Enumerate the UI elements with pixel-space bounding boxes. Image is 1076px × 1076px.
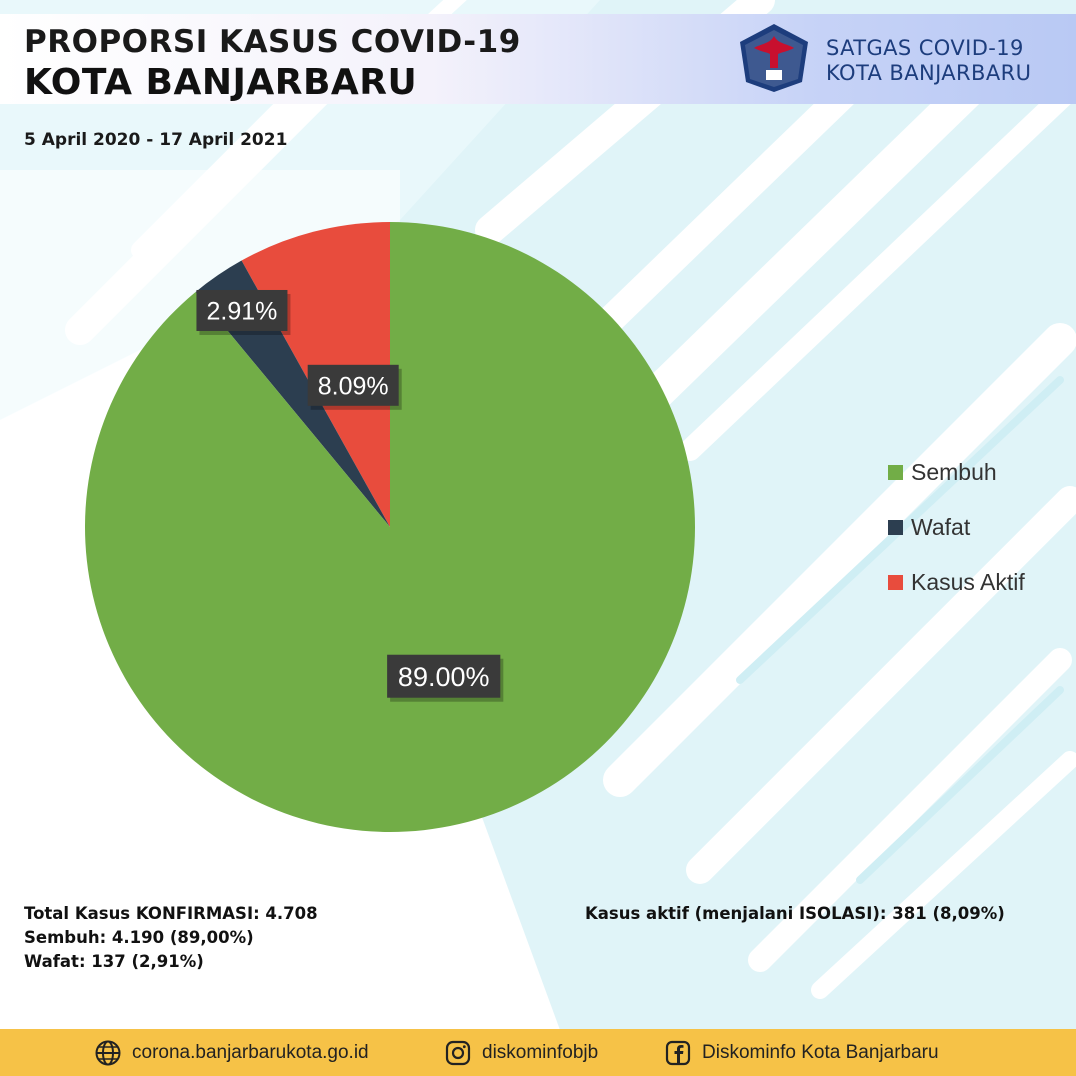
data-label-text: 8.09% — [318, 372, 389, 400]
legend-item-wafat: Wafat — [888, 513, 1025, 541]
website-link[interactable]: corona.banjarbarukota.go.id — [132, 1042, 369, 1063]
page-subtitle: KOTA BANJARBARU — [24, 62, 418, 103]
stat-kasus-aktif: Kasus aktif (menjalani ISOLASI): 381 (8,… — [585, 904, 1005, 923]
footer-facebook[interactable]: Diskominfo Kota Banjarbaru — [664, 1039, 939, 1067]
facebook-icon — [665, 1040, 691, 1066]
stats-summary: Total Kasus KONFIRMASI: 4.708 Sembuh: 4.… — [24, 902, 318, 974]
data-label-wafat: 2.91% — [196, 289, 291, 335]
stat-sembuh: Sembuh: 4.190 (89,00%) — [24, 928, 254, 947]
legend-item-sembuh: Sembuh — [888, 458, 1025, 486]
stat-wafat: Wafat: 137 (2,91%) — [24, 952, 204, 971]
organization-name: SATGAS COVID-19 — [826, 36, 1024, 60]
footer-bar: corona.banjarbarukota.go.id diskominfobj… — [0, 1029, 1076, 1076]
footer-instagram[interactable]: diskominfobjb — [444, 1039, 598, 1067]
data-label-kasus-aktif: 8.09% — [307, 364, 402, 410]
data-label-text: 2.91% — [207, 297, 278, 325]
organization-city: KOTA BANJARBARU — [826, 61, 1032, 85]
legend-label: Wafat — [911, 513, 971, 540]
pie-slice-sembuh — [85, 222, 696, 832]
stat-total: Total Kasus KONFIRMASI: 4.708 — [24, 904, 318, 923]
data-label-sembuh: 89.00% — [387, 654, 504, 702]
chart-legend: Sembuh Wafat Kasus Aktif — [888, 458, 1025, 623]
garuda-emblem-icon — [740, 24, 808, 92]
legend-swatch-wafat — [888, 519, 903, 535]
header-band — [0, 14, 1076, 104]
legend-label: Kasus Aktif — [911, 568, 1025, 595]
legend-swatch-sembuh — [888, 464, 903, 480]
legend-label: Sembuh — [911, 458, 997, 485]
instagram-icon — [445, 1040, 471, 1066]
footer-website[interactable]: corona.banjarbarukota.go.id — [94, 1039, 369, 1067]
data-label-text: 89.00% — [398, 662, 490, 692]
legend-item-kasus-aktif: Kasus Aktif — [888, 568, 1025, 596]
page-title: PROPORSI KASUS COVID-19 — [24, 24, 521, 60]
facebook-page[interactable]: Diskominfo Kota Banjarbaru — [702, 1042, 939, 1063]
instagram-handle[interactable]: diskominfobjb — [482, 1042, 599, 1063]
legend-swatch-kasus-aktif — [888, 574, 903, 590]
date-range: 5 April 2020 - 17 April 2021 — [24, 130, 288, 150]
globe-icon — [95, 1040, 121, 1066]
